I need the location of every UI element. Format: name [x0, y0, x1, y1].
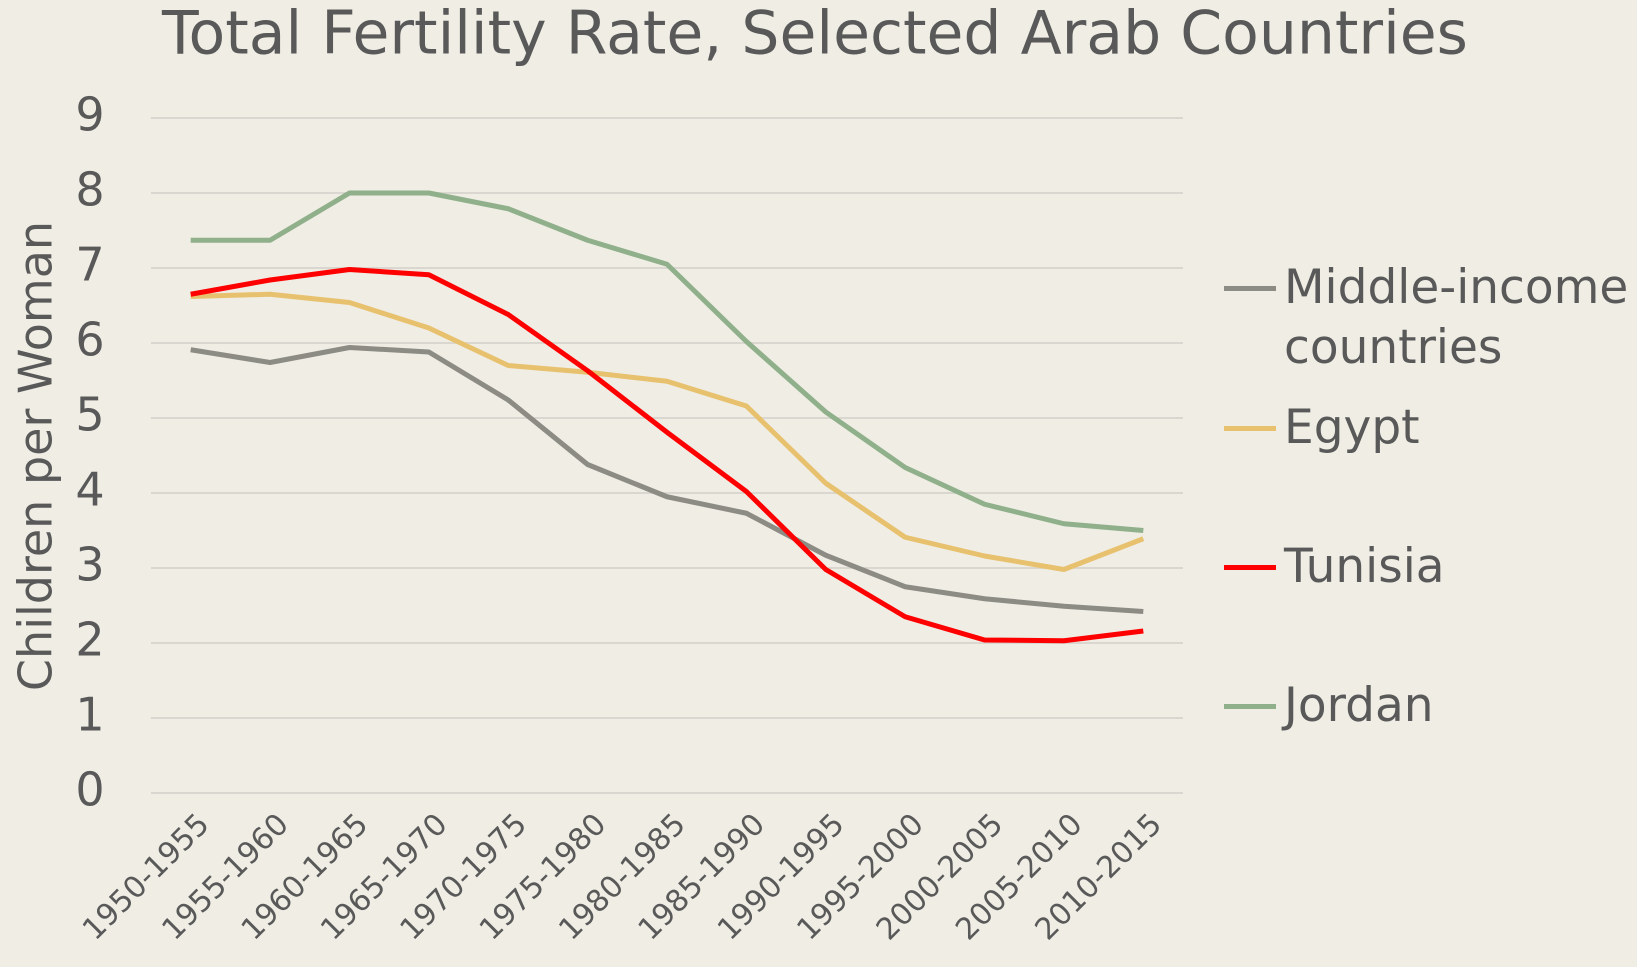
- line-series: [190, 291, 1145, 572]
- y-tick-label: 1: [75, 688, 104, 742]
- legend-swatch: [1224, 426, 1276, 431]
- legend-item: Egypt: [1224, 398, 1629, 458]
- y-tick-label: 7: [75, 238, 104, 292]
- chart-title: Total Fertility Rate, Selected Arab Coun…: [161, 0, 1468, 69]
- legend-swatch: [1224, 286, 1276, 291]
- y-tick-label: 4: [75, 463, 104, 517]
- line-series: [190, 267, 1144, 644]
- legend-label: Tunisia: [1284, 539, 1445, 594]
- legend-label: Jordan: [1284, 678, 1434, 733]
- legend-item: Tunisia: [1224, 537, 1629, 597]
- legend-swatch: [1224, 565, 1276, 570]
- legend-item: Middle-income countries: [1224, 258, 1629, 378]
- y-tick-label: 6: [75, 313, 104, 367]
- legend-label: Middle-income countries: [1284, 260, 1629, 375]
- y-tick-label: 2: [75, 613, 104, 667]
- y-tick-label: 0: [75, 763, 104, 817]
- legend-label: Egypt: [1284, 400, 1420, 455]
- y-tick-label: 5: [75, 388, 104, 442]
- y-tick-label: 8: [75, 163, 104, 217]
- y-axis-label: Children per Woman: [9, 221, 63, 691]
- line-series: [190, 345, 1144, 614]
- y-tick-label: 9: [75, 88, 104, 142]
- y-tick-label: 3: [75, 538, 104, 592]
- line-series: [190, 190, 1144, 533]
- legend-item: Jordan: [1224, 676, 1629, 736]
- legend-swatch: [1224, 704, 1276, 709]
